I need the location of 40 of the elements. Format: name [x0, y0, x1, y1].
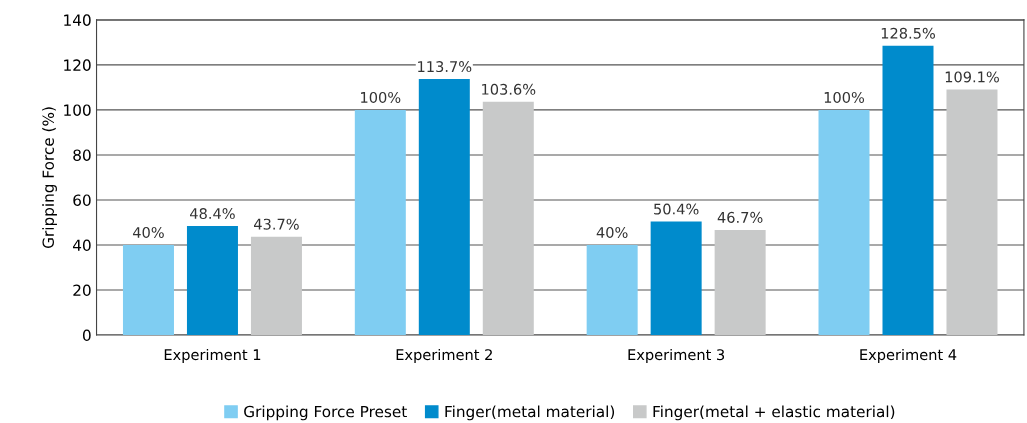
data-label: 100%: [361, 91, 401, 103]
bar: [122, 244, 174, 336]
y-tick-label: 0: [82, 329, 91, 342]
data-label: 113.7%: [418, 61, 472, 73]
bar: [482, 101, 534, 336]
bar: [818, 109, 870, 336]
y-tick-label: 40: [72, 239, 91, 251]
bar: [354, 109, 406, 336]
data-label: 43.7%: [254, 218, 299, 230]
data-label: 46.7%: [717, 211, 763, 223]
bar: [650, 221, 702, 336]
bar: [418, 79, 470, 336]
y-tick-label: 60: [73, 194, 91, 206]
data-label: 109.1%: [945, 71, 999, 83]
x-tick-label: Experiment 3: [628, 348, 725, 364]
legend-label: Finger(metal material): [445, 405, 615, 421]
data-label: 100%: [824, 91, 865, 103]
bar: [714, 229, 766, 336]
data-label: 48.4%: [190, 208, 235, 220]
y-tick-label: 120: [64, 59, 91, 71]
bar: [586, 244, 638, 336]
y-axis-title: Gripping Force (%): [42, 107, 57, 249]
y-tick-label: 80: [73, 149, 91, 161]
legend-label: Gripping Force Preset: [244, 405, 407, 421]
y-tick-label: 20: [73, 284, 91, 297]
legend-label: Finger(metal + elastic material): [653, 405, 895, 421]
data-label: 40%: [132, 226, 164, 238]
x-tick-label: Experiment 2: [396, 348, 492, 364]
bar: [946, 89, 998, 336]
data-label: 128.5%: [881, 27, 935, 39]
bar: [250, 236, 302, 336]
x-tick-label: Experiment 4: [860, 348, 957, 364]
bar: [186, 226, 238, 336]
data-label: 50.4%: [654, 203, 699, 215]
y-tick-label: 100: [64, 104, 91, 116]
data-label: 103.6%: [482, 83, 536, 95]
data-label: 40%: [596, 226, 628, 238]
y-tick-label: 140: [64, 14, 91, 26]
bar: [882, 45, 934, 336]
x-tick-label: Experiment 1: [164, 348, 261, 364]
